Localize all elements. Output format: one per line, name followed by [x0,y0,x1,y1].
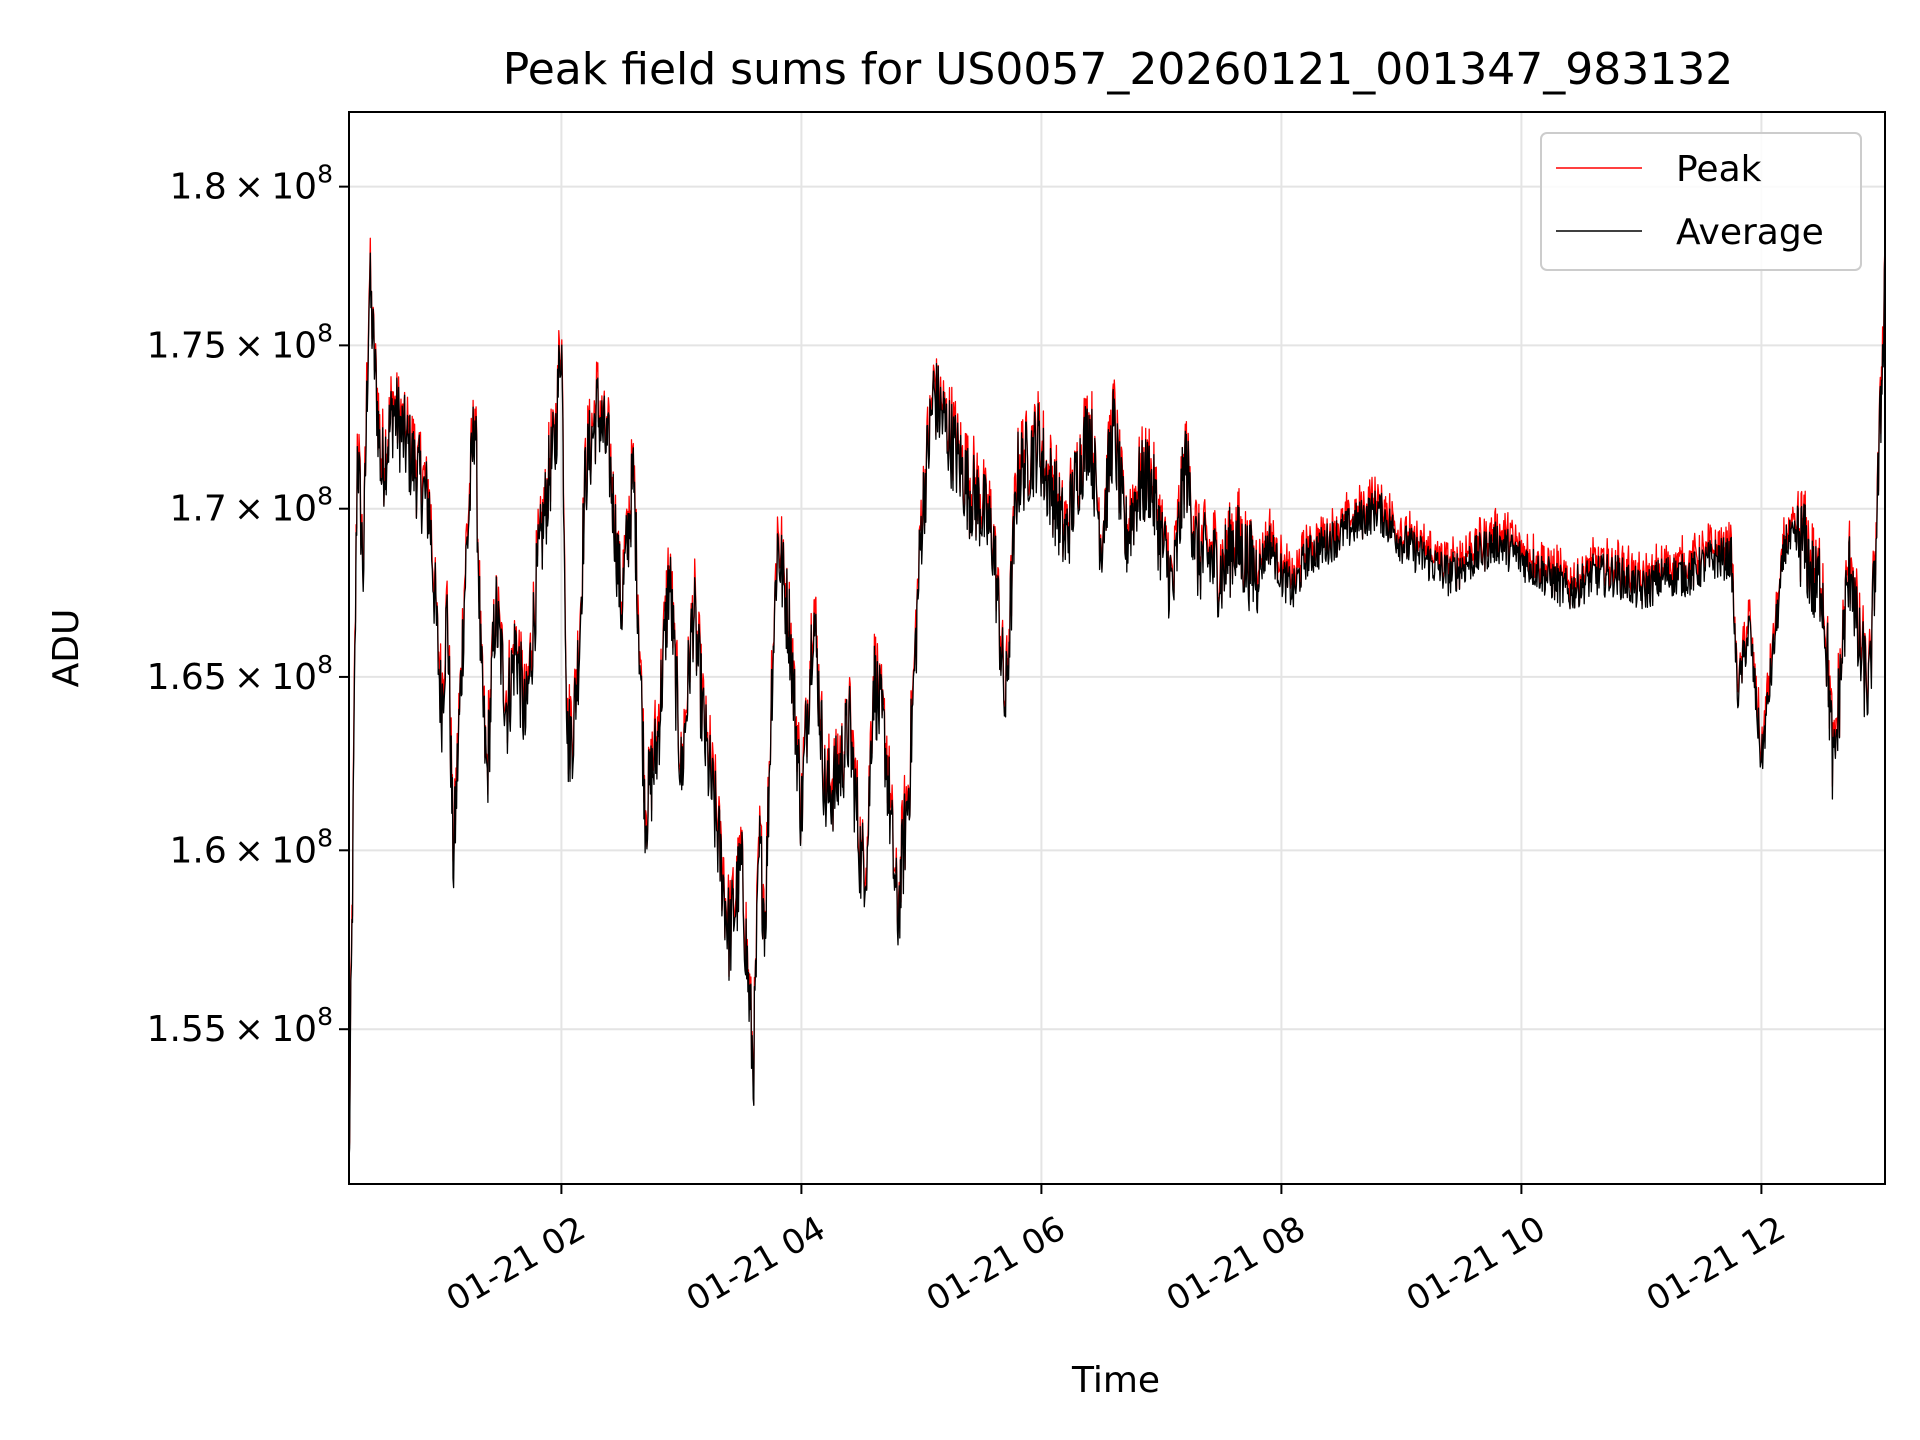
y-tick-base: 10 [271,1009,317,1050]
y-tick-mantissa: 1.65 [147,657,227,698]
y-tick-times: × [227,325,272,366]
y-tick-label: 1.6 × 108 [169,823,333,871]
y-tick-label: 1.65 × 108 [147,650,333,698]
y-tick-label: 1.55 × 108 [147,1002,333,1050]
y-axis-label: ADU [46,609,87,688]
y-tick-base: 10 [271,167,317,208]
x-axis-label: Time [1071,1360,1160,1401]
series-line-average [350,248,1885,1154]
y-tick-times: × [227,167,272,208]
y-tick-exponent: 8 [317,482,333,511]
y-tick-times: × [227,657,272,698]
y-tick-mantissa: 1.7 [169,489,226,530]
y-tick-times: × [227,489,272,530]
y-tick-mantissa: 1.8 [169,167,226,208]
y-tick-mantissa: 1.55 [147,1009,227,1050]
grid [349,112,1885,1184]
y-tick-exponent: 8 [317,160,333,189]
y-tick-base: 10 [271,325,317,366]
legend: Peak Average [1540,132,1862,271]
chart-title: Peak field sums for US0057_20260121_0013… [503,44,1733,95]
y-tick-label: 1.75 × 108 [147,318,333,366]
y-tick-exponent: 8 [317,650,333,679]
y-tick-label: 1.7 × 108 [169,482,333,530]
y-tick-times: × [227,1009,272,1050]
y-tick-exponent: 8 [317,318,333,347]
y-tick-exponent: 8 [317,1002,333,1031]
y-tick-mantissa: 1.6 [169,830,226,871]
y-tick-base: 10 [271,657,317,698]
y-tick-label: 1.8 × 108 [169,160,333,208]
y-tick-mantissa: 1.75 [147,325,227,366]
legend-label-peak: Peak [1676,149,1762,190]
plot-lines [350,237,1885,1154]
legend-label-average: Average [1676,212,1824,253]
y-tick-times: × [227,830,272,871]
y-tick-exponent: 8 [317,823,333,852]
y-tick-base: 10 [271,830,317,871]
y-tick-base: 10 [271,489,317,530]
plot-frame [348,111,1886,1185]
